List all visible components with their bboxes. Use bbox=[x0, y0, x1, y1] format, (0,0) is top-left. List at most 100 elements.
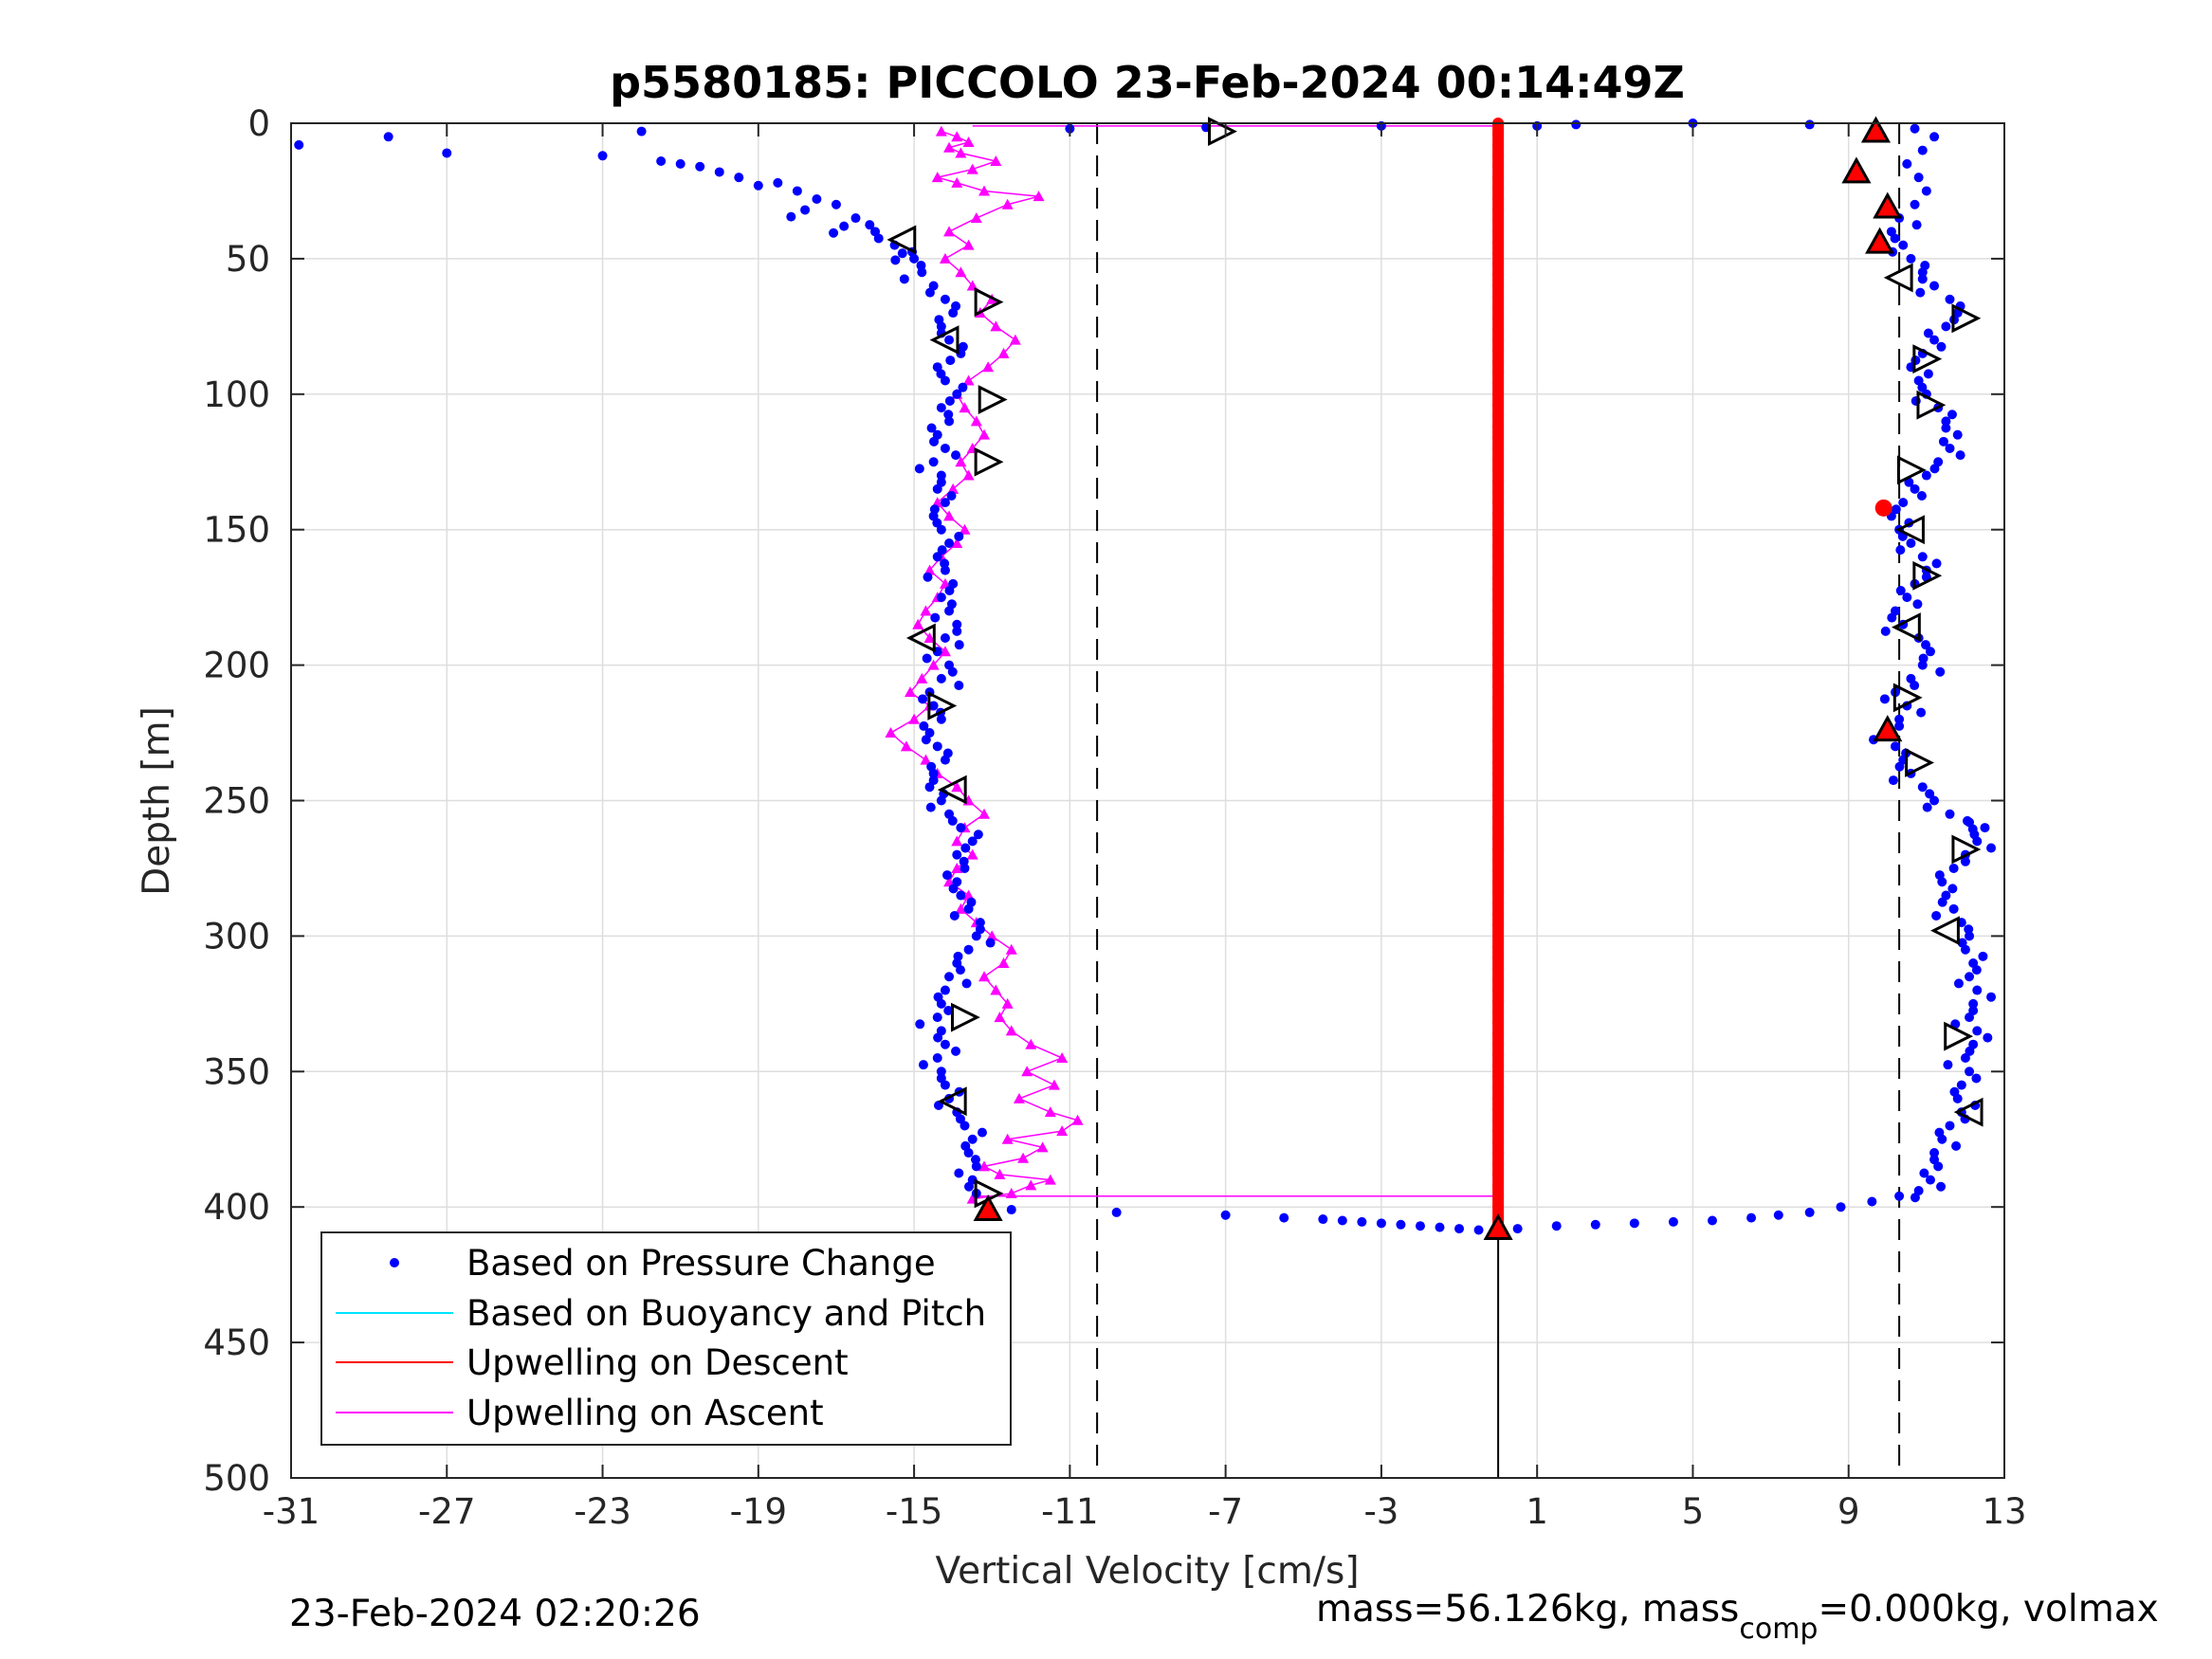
pressure-ascent-point bbox=[1917, 782, 1928, 793]
upwelling-ascent-point bbox=[962, 239, 975, 250]
x-tick-label: -31 bbox=[263, 1491, 320, 1532]
upwelling-descent-point bbox=[1492, 431, 1505, 444]
upwelling-ascent-point bbox=[951, 781, 963, 793]
pressure-ascent-point bbox=[1915, 287, 1926, 298]
upwelling-ascent-point bbox=[978, 428, 991, 440]
upwelling-descent-point bbox=[1492, 150, 1505, 162]
reference-lines bbox=[1096, 123, 1901, 1478]
pressure-ascent-point bbox=[1948, 903, 1959, 914]
filled-triangle-marker bbox=[973, 1194, 1003, 1221]
right-triangle-marker bbox=[927, 691, 958, 720]
pressure-ascent-point bbox=[1925, 789, 1935, 799]
upwelling-ascent-point bbox=[1005, 1025, 1017, 1036]
pressure-ascent-point bbox=[1929, 795, 1940, 806]
upwelling-descent-point bbox=[1492, 822, 1505, 834]
pressure-ascent-point bbox=[1902, 592, 1912, 603]
pressure-ascent-point bbox=[1983, 1032, 1993, 1043]
pressure-descent-point bbox=[955, 965, 965, 975]
y-tick-label: 50 bbox=[226, 239, 270, 280]
pressure-descent-point bbox=[914, 464, 924, 474]
series-layer bbox=[294, 118, 1997, 1235]
pressure-descent-point bbox=[951, 450, 961, 461]
pressure-ascent-point bbox=[1986, 992, 1997, 1002]
pressure-ascent-point bbox=[1929, 281, 1940, 291]
pressure-ascent-point bbox=[1972, 985, 1983, 995]
pressure-descent-point bbox=[792, 186, 802, 196]
y-tick-label: 450 bbox=[203, 1322, 270, 1363]
x-tick-label: 5 bbox=[1682, 1491, 1705, 1532]
upwelling-descent-point bbox=[1492, 713, 1505, 725]
right-triangle-marker bbox=[1912, 344, 1943, 374]
upwelling-descent-point bbox=[1492, 539, 1505, 552]
y-tick-label: 200 bbox=[203, 646, 270, 686]
pressure-descent-point bbox=[695, 161, 705, 172]
pressure-descent-point bbox=[961, 978, 972, 989]
upwelling-ascent-point bbox=[997, 957, 1010, 968]
upwelling-ascent-point bbox=[962, 137, 975, 148]
x-tick-label: -27 bbox=[418, 1491, 475, 1532]
pressure-descent-point bbox=[839, 221, 850, 231]
right-triangle-marker bbox=[1951, 834, 1982, 865]
upwelling-descent-point bbox=[1492, 182, 1505, 194]
upwelling-descent-point bbox=[1492, 1190, 1505, 1202]
legend-label-ascent: Upwelling on Ascent bbox=[466, 1393, 824, 1433]
pressure-ascent-point bbox=[1571, 119, 1581, 130]
legend: Based on Pressure Change Based on Buoyan… bbox=[320, 1231, 1012, 1446]
pressure-descent-point bbox=[926, 423, 937, 433]
upwelling-descent-point bbox=[1492, 280, 1505, 292]
right-triangle-marker bbox=[1916, 390, 1947, 420]
pressure-ascent-point bbox=[1880, 626, 1891, 636]
pressure-ascent-point bbox=[1910, 1193, 1920, 1203]
pressure-descent-point bbox=[941, 870, 952, 881]
left-triangle-marker bbox=[937, 775, 967, 805]
x-tick-label: 13 bbox=[1982, 1491, 2026, 1532]
y-tick-label: 400 bbox=[203, 1187, 270, 1228]
pressure-descent-point bbox=[940, 294, 950, 304]
upwelling-descent-point bbox=[1492, 962, 1505, 975]
upwelling-ascent-point bbox=[1005, 943, 1017, 955]
pressure-descent-point bbox=[936, 524, 946, 535]
x-tick-label: 1 bbox=[1526, 1491, 1548, 1532]
upwelling-descent-point bbox=[1492, 865, 1505, 877]
upwelling-ascent-point bbox=[990, 155, 1002, 167]
pressure-ascent-point bbox=[1937, 897, 1947, 907]
pressure-descent-point bbox=[918, 694, 928, 704]
upwelling-descent-point bbox=[1492, 746, 1505, 758]
upwelling-descent-point bbox=[1492, 767, 1505, 779]
pressure-ascent-point bbox=[1921, 640, 1931, 650]
pressure-ascent-point bbox=[1894, 720, 1905, 731]
x-axis: -31 -27 -23 -19 -15 -11 -7 -3 1 5 9 13 bbox=[263, 123, 2027, 1532]
pressure-ascent-point bbox=[1925, 1175, 1935, 1185]
upwelling-descent-point bbox=[1492, 1071, 1505, 1084]
pressure-ascent-point bbox=[1956, 1080, 1966, 1090]
pressure-ascent-point bbox=[1910, 199, 1920, 210]
filled-triangle-marker bbox=[1865, 227, 1895, 254]
upwelling-ascent-point bbox=[923, 632, 936, 644]
pressure-ascent-point bbox=[1971, 1073, 1982, 1084]
upwelling-descent-point bbox=[1492, 930, 1505, 942]
pressure-descent-point bbox=[958, 382, 968, 392]
upwelling-ascent-point bbox=[939, 577, 951, 589]
pressure-descent-point bbox=[936, 795, 946, 806]
upwelling-descent-point bbox=[1492, 160, 1505, 173]
upwelling-descent-point bbox=[1492, 1092, 1505, 1104]
upwelling-descent-point bbox=[1492, 1136, 1505, 1148]
pressure-descent-point bbox=[917, 267, 927, 278]
upwelling-descent-point bbox=[1492, 691, 1505, 703]
upwelling-ascent-point bbox=[920, 605, 932, 616]
pressure-ascent-point bbox=[1890, 233, 1900, 244]
upwelling-descent-point bbox=[1492, 919, 1505, 931]
upwelling-ascent-point bbox=[947, 483, 960, 494]
pressure-ascent-point bbox=[1980, 823, 1990, 833]
pressure-descent-point bbox=[946, 490, 957, 501]
pressure-descent-point bbox=[936, 1066, 946, 1077]
pressure-descent-point bbox=[940, 443, 950, 453]
pressure-ascent-point bbox=[1929, 335, 1940, 345]
pressure-ascent-point bbox=[1888, 775, 1898, 786]
right-triangle-marker bbox=[1208, 117, 1237, 147]
upwelling-descent-point bbox=[1492, 702, 1505, 715]
upwelling-descent-point bbox=[1492, 615, 1505, 628]
upwelling-descent-point bbox=[1492, 561, 1505, 574]
pressure-descent-point bbox=[1337, 1215, 1347, 1226]
